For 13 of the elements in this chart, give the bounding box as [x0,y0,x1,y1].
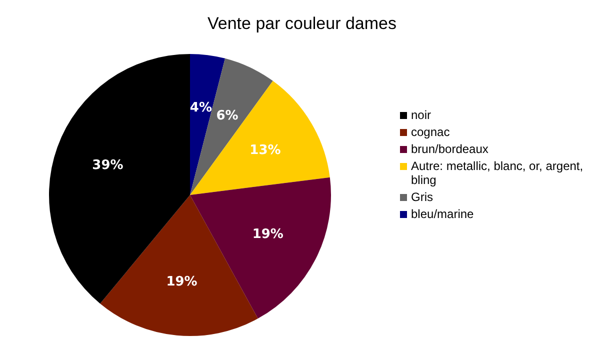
legend-label: bleu/marine [411,207,474,221]
data-label: 19% [252,227,284,242]
data-label: 4% [190,100,212,116]
legend-label: brun/bordeaux [411,142,488,156]
legend-label: cognac [411,125,450,139]
legend-label: Autre: metallic, blanc, or, argent, bling [411,159,584,187]
data-label: 19% [166,274,198,290]
data-label: 39% [92,158,124,173]
legend-label: noir [411,108,432,122]
legend-label: Gris [411,190,433,204]
data-label: 13% [250,142,281,158]
data-label: 6% [216,108,238,124]
chart-title: Vente par couleur dames [206,14,398,34]
